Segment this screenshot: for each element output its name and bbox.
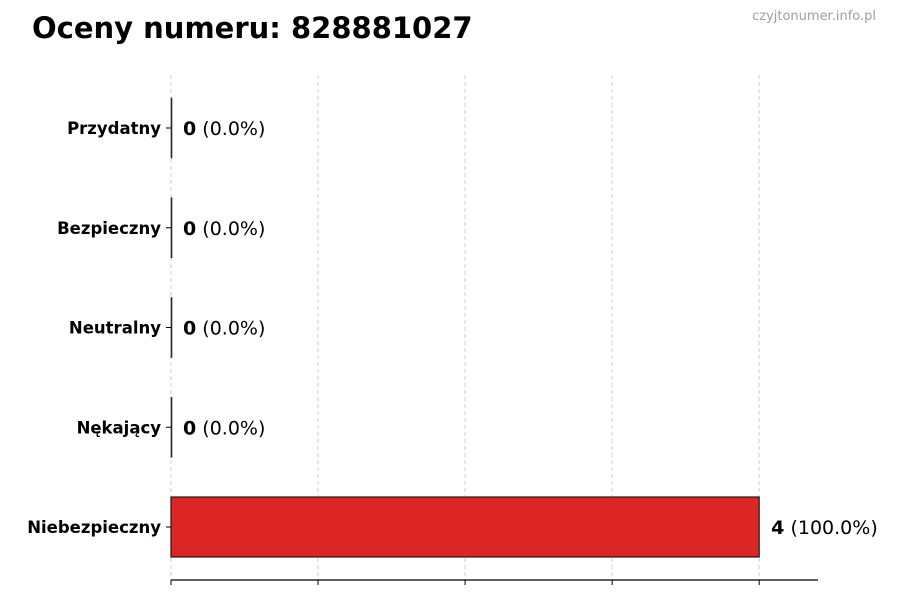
y-tick-label: Niebezpieczny bbox=[27, 518, 161, 537]
data-label-percent: (0.0%) bbox=[202, 218, 265, 240]
data-label: 4 (100.0%) bbox=[771, 517, 878, 539]
data-label-count: 0 bbox=[183, 118, 196, 140]
y-tick-label: Nękający bbox=[77, 418, 162, 437]
bar-2 bbox=[170, 297, 173, 358]
watermark: czyjtonumer.info.pl bbox=[752, 9, 876, 24]
bar-1 bbox=[170, 197, 173, 259]
data-label-percent: (100.0%) bbox=[790, 517, 877, 539]
y-tick-label: Neutralny bbox=[69, 319, 161, 338]
data-label: 0 (0.0%) bbox=[183, 318, 265, 340]
y-tick-label: Bezpieczny bbox=[57, 219, 161, 238]
chart-title: Oceny numeru: 828881027 bbox=[32, 11, 473, 45]
data-label-percent: (0.0%) bbox=[202, 318, 265, 340]
data-label-percent: (0.0%) bbox=[202, 417, 265, 439]
y-tick-label: Przydatny bbox=[67, 119, 161, 138]
bar-3 bbox=[170, 396, 173, 458]
bar-4 bbox=[170, 496, 760, 558]
bar-0 bbox=[170, 97, 173, 159]
data-label-count: 0 bbox=[183, 318, 196, 340]
data-label-percent: (0.0%) bbox=[202, 118, 265, 140]
data-label: 0 (0.0%) bbox=[183, 417, 265, 439]
data-label: 0 (0.0%) bbox=[183, 118, 265, 140]
data-label: 0 (0.0%) bbox=[183, 218, 265, 240]
data-label-count: 0 bbox=[183, 218, 196, 240]
data-label-count: 0 bbox=[183, 417, 196, 439]
data-label-count: 4 bbox=[771, 517, 784, 539]
